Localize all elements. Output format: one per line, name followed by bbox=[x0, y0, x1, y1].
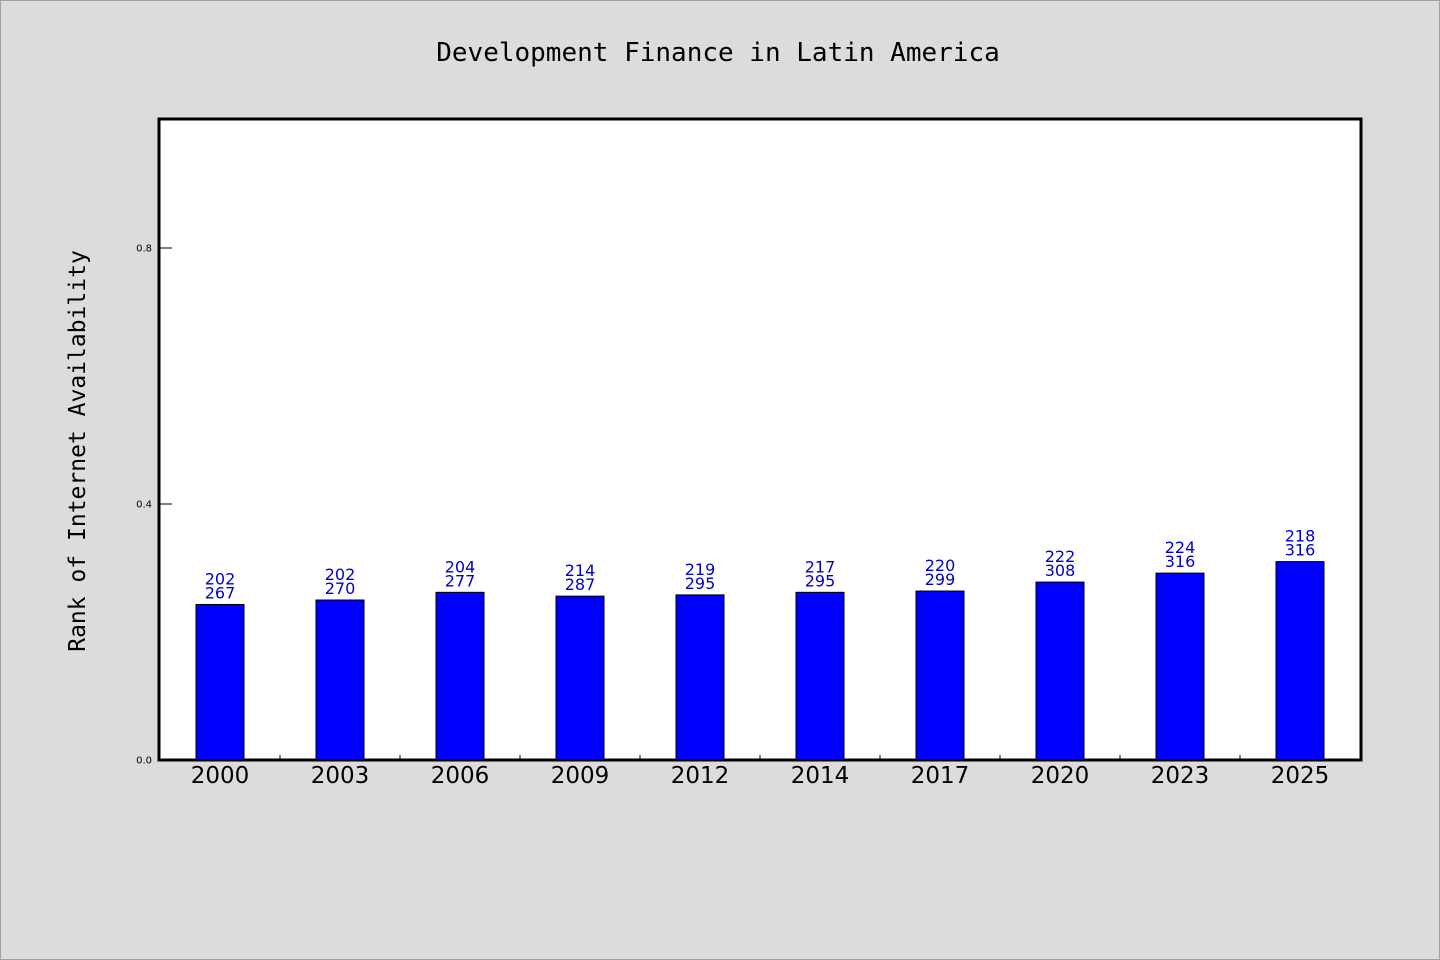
bar-2020 bbox=[1035, 581, 1085, 761]
data-label-bottom-2012: 295 bbox=[685, 574, 716, 593]
data-label-top-2009: 214 bbox=[565, 561, 596, 580]
data-label-top-2020: 222 bbox=[1045, 547, 1076, 566]
y-axis-ticks: 0.0 0.4 0.8 bbox=[136, 244, 172, 767]
data-label-top-2006: 204 bbox=[445, 557, 476, 576]
data-label-top-2025: 218 bbox=[1285, 527, 1316, 546]
bar-2003 bbox=[315, 599, 365, 761]
bar-2000 bbox=[195, 603, 245, 761]
bars-group: 2022672022702042772142872192952172952202… bbox=[195, 527, 1325, 761]
x-tick-label-2006: 2006 bbox=[431, 763, 490, 789]
data-label-top-2017: 220 bbox=[925, 556, 956, 575]
data-label-bottom-2023: 316 bbox=[1165, 552, 1196, 571]
bar-2009 bbox=[555, 595, 605, 761]
x-tick-label-2009: 2009 bbox=[551, 763, 610, 789]
data-label-bottom-2014: 295 bbox=[805, 571, 836, 590]
data-label-bottom-2003: 270 bbox=[325, 579, 356, 598]
data-label-top-2023: 224 bbox=[1165, 538, 1196, 557]
data-label-top-2003: 202 bbox=[325, 565, 356, 584]
bar-2012 bbox=[675, 594, 725, 761]
x-tick-label-2025: 2025 bbox=[1271, 763, 1330, 789]
bar-2025 bbox=[1275, 561, 1325, 761]
x-tick-label-2014: 2014 bbox=[791, 763, 850, 789]
data-label-top-2012: 219 bbox=[685, 560, 716, 579]
y-tick-label-0.4: 0.4 bbox=[136, 500, 152, 511]
x-tick-label-2012: 2012 bbox=[671, 763, 730, 789]
data-label-bottom-2017: 299 bbox=[925, 570, 956, 589]
data-label-bottom-2009: 287 bbox=[565, 575, 596, 594]
data-label-bottom-2020: 308 bbox=[1045, 561, 1076, 580]
y-axis-label: Rank of Internet Availability bbox=[65, 250, 91, 652]
chart-title: Development Finance in Latin America bbox=[436, 38, 1000, 68]
x-tick-label-2000: 2000 bbox=[191, 763, 250, 789]
x-tick-label-2023: 2023 bbox=[1151, 763, 1210, 789]
x-tick-label-2020: 2020 bbox=[1031, 763, 1090, 789]
bar-2017 bbox=[915, 590, 965, 761]
bar-2006 bbox=[435, 591, 485, 761]
data-label-bottom-2006: 277 bbox=[445, 571, 476, 590]
data-label-top-2014: 217 bbox=[805, 557, 836, 576]
x-tick-label-2017: 2017 bbox=[911, 763, 970, 789]
bar-2014 bbox=[795, 591, 845, 761]
data-label-top-2000: 202 bbox=[205, 569, 236, 588]
bar-2023 bbox=[1155, 572, 1205, 761]
data-label-bottom-2025: 316 bbox=[1285, 541, 1316, 560]
x-tick-label-2003: 2003 bbox=[311, 763, 370, 789]
data-label-bottom-2000: 267 bbox=[205, 583, 236, 602]
y-tick-label-0.0: 0.0 bbox=[136, 756, 152, 767]
y-tick-label-0.8: 0.8 bbox=[136, 244, 152, 255]
x-axis-ticks: 2000 2003 2006 2009 2012 2014 2017 2020 2023 2025 bbox=[191, 755, 1330, 789]
